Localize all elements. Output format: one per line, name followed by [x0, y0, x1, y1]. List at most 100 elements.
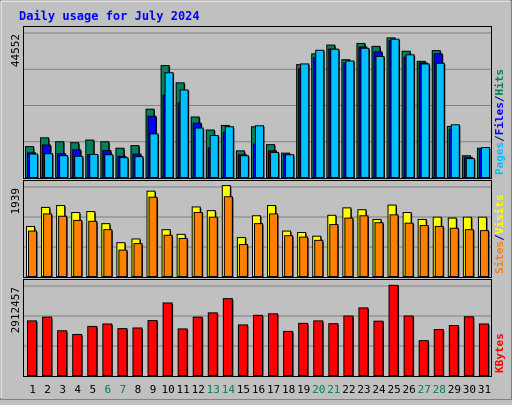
day-label-18: 18 [282, 383, 295, 396]
bar-sites-day-21 [329, 224, 339, 277]
bar-pages-day-24 [375, 55, 385, 178]
bar-pages-day-17 [270, 151, 280, 179]
bar-kbytes-day-11 [177, 328, 188, 376]
day-label-19: 19 [297, 383, 310, 396]
bar-pages-day-27 [420, 63, 430, 178]
day-label-7: 7 [120, 383, 127, 396]
day-label-15: 15 [237, 383, 250, 396]
bar-kbytes-day-29 [448, 325, 459, 376]
y-max-label-traffic: 44552 [9, 34, 22, 67]
bar-pages-day-26 [405, 54, 415, 178]
day-label-12: 12 [192, 383, 205, 396]
bar-pages-day-14 [224, 126, 234, 178]
bar-pages-day-28 [435, 62, 445, 178]
day-label-16: 16 [252, 383, 265, 396]
bar-kbytes-day-2 [42, 316, 53, 376]
bar-pages-day-31 [480, 147, 490, 178]
bar-kbytes-day-6 [102, 323, 113, 377]
bar-pages-day-12 [194, 127, 204, 178]
day-label-2: 2 [44, 383, 51, 396]
bar-sites-day-12 [193, 212, 203, 277]
legend-entry: / [493, 234, 506, 241]
day-label-25: 25 [387, 383, 400, 396]
bar-sites-day-22 [344, 217, 354, 278]
bar-sites-day-4 [73, 219, 83, 278]
bar-kbytes-day-16 [252, 314, 263, 376]
bar-sites-day-7 [118, 249, 128, 277]
bar-sites-day-10 [163, 234, 173, 277]
day-label-30: 30 [463, 383, 476, 396]
legend-entry: Pages [493, 142, 506, 175]
legend-kbytes: KBytes [493, 333, 506, 373]
bar-sites-day-31 [479, 230, 489, 277]
bar-sites-day-26 [404, 222, 414, 277]
day-label-17: 17 [267, 383, 280, 396]
day-label-10: 10 [161, 383, 174, 396]
bar-kbytes-day-23 [358, 307, 369, 376]
bar-kbytes-day-5 [87, 325, 98, 377]
bar-pages-day-19 [300, 63, 310, 178]
bar-kbytes-day-19 [298, 322, 309, 376]
bar-sites-day-23 [359, 215, 369, 278]
bar-kbytes-day-21 [328, 323, 339, 376]
panel-kbytes: 2912457 KBytes [9, 279, 506, 377]
bar-sites-day-6 [103, 229, 113, 277]
x-axis-day-labels: 1 2 3 4 5 6 7 8 9 10 11 12 13 14 15 16 17 18 19 20 21 22 23 24 2… [29, 383, 491, 396]
bar-kbytes-day-22 [343, 315, 354, 377]
bar-pages-day-10 [164, 72, 174, 178]
bar-pages-day-30 [465, 158, 475, 178]
bar-pages-day-2 [44, 153, 54, 179]
bar-pages-day-13 [209, 135, 219, 179]
day-label-29: 29 [448, 383, 461, 396]
bar-kbytes-day-17 [268, 313, 279, 377]
bar-sites-day-15 [238, 244, 248, 277]
day-label-9: 9 [150, 383, 157, 396]
day-label-6: 6 [105, 383, 112, 396]
bar-kbytes-day-25 [388, 284, 399, 376]
day-label-24: 24 [372, 383, 386, 396]
bar-sites-day-30 [464, 229, 474, 277]
bar-sites-day-16 [253, 223, 263, 277]
bar-sites-day-2 [43, 213, 53, 277]
bar-pages-day-3 [59, 155, 69, 179]
legend-entry: / [493, 95, 506, 102]
bar-kbytes-day-14 [222, 298, 233, 376]
legend-entry: Sites [493, 241, 506, 274]
bar-sites-day-24 [374, 222, 384, 277]
bar-sites-day-13 [208, 216, 218, 278]
day-label-28: 28 [433, 383, 446, 396]
bar-pages-day-4 [74, 155, 84, 179]
bar-kbytes-day-1 [27, 320, 37, 376]
bar-pages-day-29 [450, 124, 460, 178]
bar-pages-day-20 [315, 49, 325, 178]
bar-kbytes-day-10 [162, 302, 173, 377]
bar-pages-day-21 [330, 48, 340, 179]
bar-pages-day-8 [134, 156, 144, 178]
day-label-26: 26 [403, 383, 416, 396]
bar-pages-day-25 [390, 38, 400, 178]
bar-sites-day-20 [314, 239, 324, 278]
bar-sites-day-1 [28, 230, 37, 277]
day-label-13: 13 [207, 383, 220, 396]
day-label-14: 14 [222, 383, 236, 396]
bar-kbytes-day-3 [57, 330, 68, 376]
bar-kbytes-day-24 [373, 320, 384, 377]
bar-kbytes-day-31 [478, 323, 489, 377]
legend-entry: Visits [493, 195, 506, 235]
day-label-4: 4 [74, 383, 81, 396]
bar-pages-day-23 [360, 47, 370, 178]
bar-pages-day-18 [285, 154, 295, 178]
day-label-20: 20 [312, 383, 325, 396]
day-label-1: 1 [29, 383, 36, 396]
bar-sites-day-9 [148, 196, 158, 278]
bar-kbytes-day-15 [237, 324, 248, 376]
bar-kbytes-day-9 [147, 320, 158, 376]
bar-kbytes-day-30 [463, 316, 474, 377]
bar-kbytes-day-20 [313, 320, 324, 376]
panel-visits: 1939 Sites/Visits [9, 180, 506, 278]
day-label-8: 8 [135, 383, 142, 396]
day-label-5: 5 [89, 383, 96, 396]
day-label-23: 23 [357, 383, 370, 396]
